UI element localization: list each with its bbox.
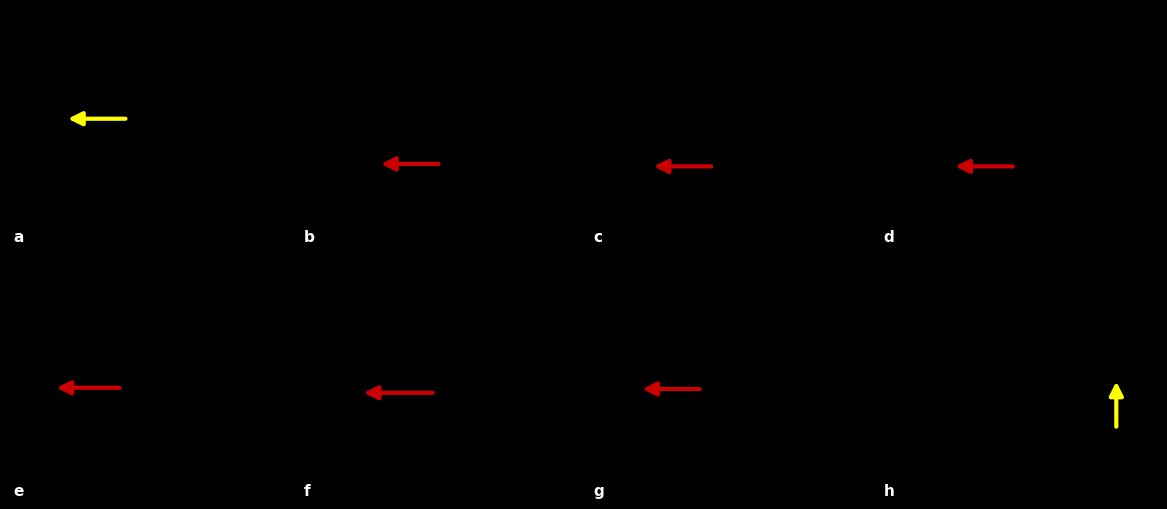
Text: c: c (593, 231, 602, 245)
Text: e: e (13, 485, 23, 499)
Text: b: b (303, 231, 314, 245)
Text: h: h (883, 485, 894, 499)
Text: f: f (303, 485, 310, 499)
Text: d: d (883, 231, 894, 245)
Text: a: a (13, 231, 23, 245)
Text: g: g (593, 485, 605, 499)
